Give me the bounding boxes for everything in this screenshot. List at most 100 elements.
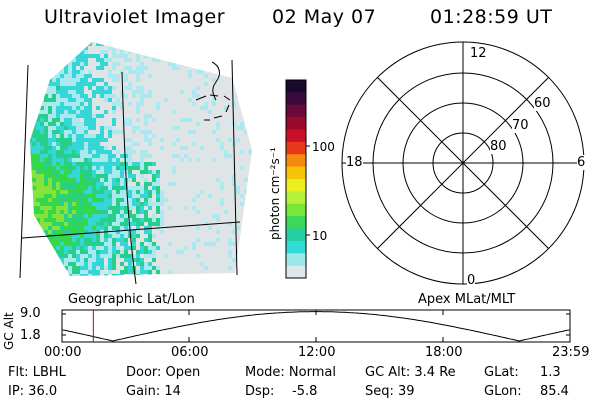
image-pixel xyxy=(80,174,84,178)
image-pixel xyxy=(48,174,52,178)
image-pixel xyxy=(116,166,120,170)
image-pixel xyxy=(204,150,208,154)
image-pixel xyxy=(240,126,244,130)
image-pixel xyxy=(108,226,112,230)
image-pixel xyxy=(152,94,156,98)
colorbar-segment xyxy=(286,240,306,254)
image-pixel xyxy=(104,174,108,178)
image-pixel xyxy=(116,198,120,202)
image-pixel xyxy=(180,154,184,158)
image-pixel xyxy=(92,54,96,58)
image-pixel xyxy=(80,130,84,134)
image-pixel xyxy=(64,222,68,226)
image-pixel xyxy=(108,146,112,150)
image-pixel xyxy=(112,166,116,170)
image-pixel xyxy=(60,114,64,118)
image-pixel xyxy=(132,126,136,130)
image-pixel xyxy=(56,234,60,238)
image-pixel xyxy=(32,142,36,146)
image-pixel xyxy=(84,138,88,142)
image-pixel xyxy=(100,50,104,54)
image-pixel xyxy=(184,98,188,102)
image-pixel xyxy=(32,210,36,214)
image-pixel xyxy=(124,146,128,150)
image-pixel xyxy=(196,150,200,154)
image-pixel xyxy=(128,62,132,66)
image-pixel xyxy=(132,234,136,238)
image-pixel xyxy=(192,230,196,234)
image-pixel xyxy=(168,222,172,226)
image-pixel xyxy=(92,102,96,106)
image-pixel xyxy=(72,198,76,202)
image-pixel xyxy=(184,82,188,86)
image-pixel xyxy=(44,182,48,186)
image-pixel xyxy=(180,166,184,170)
image-pixel xyxy=(60,130,64,134)
image-pixel xyxy=(136,94,140,98)
image-pixel xyxy=(180,186,184,190)
image-pixel xyxy=(52,154,56,158)
image-pixel xyxy=(40,222,44,226)
image-pixel xyxy=(100,122,104,126)
image-pixel xyxy=(160,166,164,170)
image-pixel xyxy=(144,134,148,138)
image-pixel xyxy=(212,118,216,122)
image-pixel xyxy=(180,210,184,214)
image-pixel xyxy=(216,182,220,186)
image-pixel xyxy=(84,170,88,174)
image-pixel xyxy=(76,70,80,74)
image-pixel xyxy=(172,138,176,142)
image-pixel xyxy=(72,166,76,170)
image-pixel xyxy=(160,130,164,134)
image-pixel xyxy=(164,166,168,170)
image-pixel xyxy=(216,198,220,202)
image-pixel xyxy=(188,78,192,82)
image-pixel xyxy=(76,222,80,226)
image-pixel xyxy=(228,106,232,110)
image-pixel xyxy=(160,142,164,146)
image-pixel xyxy=(176,90,180,94)
image-pixel xyxy=(128,190,132,194)
image-pixel xyxy=(204,242,208,246)
image-pixel xyxy=(108,98,112,102)
image-pixel xyxy=(40,174,44,178)
image-pixel xyxy=(192,214,196,218)
image-pixel xyxy=(72,170,76,174)
image-pixel xyxy=(152,74,156,78)
image-pixel xyxy=(64,134,68,138)
image-pixel xyxy=(204,154,208,158)
image-pixel xyxy=(104,210,108,214)
image-pixel xyxy=(188,162,192,166)
image-pixel xyxy=(204,82,208,86)
image-pixel xyxy=(32,158,36,162)
image-pixel xyxy=(164,266,168,270)
image-pixel xyxy=(84,182,88,186)
image-pixel xyxy=(96,122,100,126)
image-pixel xyxy=(120,118,124,122)
image-pixel xyxy=(116,174,120,178)
image-pixel xyxy=(80,190,84,194)
image-pixel xyxy=(176,234,180,238)
image-pixel xyxy=(220,238,224,242)
image-pixel xyxy=(172,122,176,126)
image-pixel xyxy=(60,102,64,106)
colorbar-tick-10: 10 xyxy=(312,229,328,243)
image-pixel xyxy=(80,266,84,270)
image-pixel xyxy=(76,134,80,138)
image-pixel xyxy=(212,266,216,270)
info-door: Door: Open xyxy=(126,365,201,380)
image-pixel xyxy=(112,122,116,126)
image-pixel xyxy=(32,134,36,138)
image-pixel xyxy=(156,262,160,266)
image-pixel xyxy=(84,178,88,182)
image-pixel xyxy=(80,202,84,206)
image-pixel xyxy=(140,54,144,58)
image-pixel xyxy=(196,218,200,222)
image-pixel xyxy=(144,186,148,190)
image-pixel xyxy=(152,114,156,118)
image-pixel xyxy=(52,210,56,214)
image-pixel xyxy=(76,62,80,66)
image-pixel xyxy=(232,230,236,234)
image-pixel xyxy=(188,150,192,154)
image-pixel xyxy=(96,274,100,276)
